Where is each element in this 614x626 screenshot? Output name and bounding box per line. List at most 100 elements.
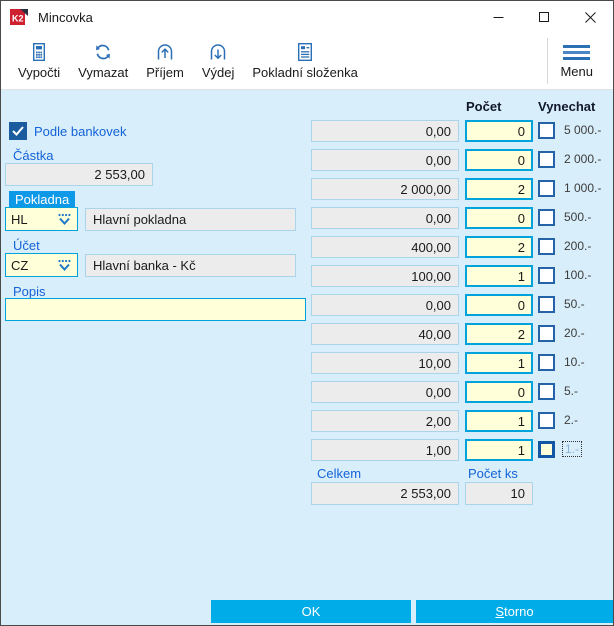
popis-input[interactable] (5, 298, 306, 321)
skip-checkbox[interactable] (538, 296, 555, 313)
check-icon (12, 126, 24, 136)
toolbar: Vypočti Vymazat Příjem (1, 33, 613, 90)
denomination-label: 50.- (564, 297, 585, 311)
count-input[interactable] (465, 439, 533, 461)
titlebar: K2 Mincovka (1, 1, 613, 33)
vymazat-label: Vymazat (78, 65, 129, 80)
pokladni-slozenka-button[interactable]: Pokladní složenka (243, 38, 367, 84)
ucet-combo[interactable]: CZ (5, 253, 78, 277)
combo-dropdown-icon (58, 213, 71, 225)
denomination-label: 500.- (564, 210, 592, 224)
skip-checkbox[interactable] (538, 151, 555, 168)
count-input[interactable] (465, 236, 533, 258)
amount-field: 1,00 (311, 439, 459, 461)
count-input[interactable] (465, 149, 533, 171)
maximize-button[interactable] (521, 1, 567, 33)
pocet-header: Počet (466, 99, 502, 114)
count-input[interactable] (465, 410, 533, 432)
minimize-icon (493, 16, 503, 18)
amount-field: 0,00 (311, 381, 459, 403)
podle-bankovek-checkbox[interactable] (9, 122, 27, 140)
svg-text:K2: K2 (12, 14, 24, 24)
amount-field: 10,00 (311, 352, 459, 374)
pokladna-tag-label: Pokladna (9, 191, 76, 208)
skip-checkbox[interactable] (538, 267, 555, 284)
ucet-label: Účet (13, 238, 40, 253)
amount-field: 400,00 (311, 236, 459, 258)
menu-button[interactable]: Menu (548, 40, 605, 83)
combo-dropdown-icon (58, 259, 71, 271)
amount-field: 0,00 (311, 294, 459, 316)
skip-checkbox[interactable] (538, 383, 555, 400)
count-input[interactable] (465, 381, 533, 403)
count-input[interactable] (465, 265, 533, 287)
ucet-code: CZ (11, 257, 29, 273)
denomination-label: 1.- (561, 441, 583, 457)
menu-icon (563, 44, 591, 60)
denomination-label: 2 000.- (564, 152, 602, 166)
count-input[interactable] (465, 323, 533, 345)
count-input[interactable] (465, 207, 533, 229)
skip-checkbox[interactable] (538, 412, 555, 429)
skip-checkbox[interactable] (538, 122, 555, 139)
amount-field: 2,00 (311, 410, 459, 432)
count-input[interactable] (465, 352, 533, 374)
count-input[interactable] (465, 120, 533, 142)
window-controls (475, 1, 613, 33)
minimize-button[interactable] (475, 1, 521, 33)
pocet-ks-label: Počet ks (468, 466, 518, 481)
skip-checkbox[interactable] (538, 238, 555, 255)
skip-checkbox[interactable] (538, 180, 555, 197)
skip-checkbox[interactable] (538, 209, 555, 226)
storno-button[interactable]: Storno (416, 600, 613, 623)
pocet-ks-field: 10 (465, 482, 533, 505)
denomination-label: 20.- (564, 326, 585, 340)
storno-button-label: Storno (495, 604, 534, 619)
popis-label: Popis (13, 284, 46, 299)
denomination-label: 200.- (564, 239, 592, 253)
close-button[interactable] (567, 1, 613, 33)
vymazat-button[interactable]: Vymazat (69, 38, 137, 84)
denomination-label: 100.- (564, 268, 592, 282)
amount-field: 100,00 (311, 265, 459, 287)
ok-button[interactable]: OK (211, 600, 411, 623)
skip-checkbox[interactable] (538, 325, 555, 342)
vynechat-header: Vynechat (538, 99, 596, 114)
amount-field: 40,00 (311, 323, 459, 345)
amount-field: 0,00 (311, 120, 459, 142)
maximize-icon (538, 11, 549, 22)
pokladna-code: HL (11, 211, 28, 227)
prijem-button[interactable]: Příjem (137, 38, 193, 84)
denomination-label: 5.- (564, 384, 579, 398)
close-icon (584, 11, 596, 23)
denomination-label: 5 000.- (564, 123, 602, 137)
skip-checkbox[interactable] (538, 354, 555, 371)
ok-button-label: OK (301, 604, 321, 619)
count-input[interactable] (465, 178, 533, 200)
denomination-label: 2.- (564, 413, 579, 427)
denomination-label: 1 000.- (564, 181, 602, 195)
castka-field: 2 553,00 (5, 163, 153, 186)
menu-label: Menu (560, 63, 593, 79)
count-input[interactable] (465, 294, 533, 316)
pokladna-combo[interactable]: HL (5, 207, 78, 231)
vypocti-label: Vypočti (18, 65, 61, 80)
vypocti-button[interactable]: Vypočti (9, 38, 69, 84)
window-title: Mincovka (38, 9, 93, 25)
amount-field: 2 000,00 (311, 178, 459, 200)
refresh-icon (96, 44, 111, 60)
pokladna-name-field: Hlavní pokladna (85, 208, 296, 231)
vydej-button[interactable]: Výdej (193, 38, 244, 84)
cash-in-icon (157, 44, 173, 60)
toolbar-separator (547, 38, 549, 84)
prijem-label: Příjem (146, 65, 184, 80)
skip-checkbox[interactable] (538, 441, 555, 458)
castka-label: Částka (13, 148, 54, 163)
celkem-field: 2 553,00 (311, 482, 459, 505)
k2-logo-icon: K2 (10, 9, 28, 25)
podle-bankovek-label: Podle bankovek (34, 124, 127, 139)
amount-field: 0,00 (311, 207, 459, 229)
ucet-name-field: Hlavní banka - Kč (85, 254, 296, 277)
deposit-slip-icon (298, 43, 313, 62)
